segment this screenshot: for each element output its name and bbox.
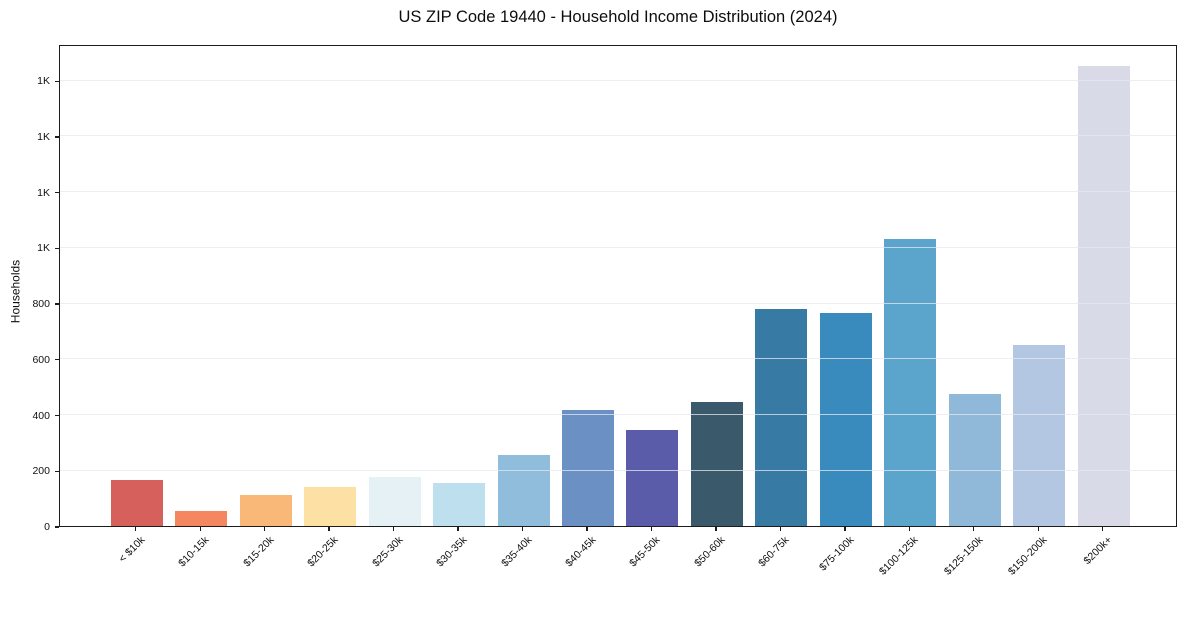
x-tick-mark bbox=[457, 527, 459, 531]
y-tick-mark bbox=[54, 303, 59, 305]
y-tick-label: 0 bbox=[44, 521, 50, 533]
x-tick-mark bbox=[715, 527, 717, 531]
x-tick-mark bbox=[1102, 527, 1104, 531]
y-tick-mark bbox=[54, 526, 59, 528]
x-tick-mark bbox=[135, 527, 137, 531]
bar-$30-35k bbox=[433, 482, 486, 526]
y-tick-label: 800 bbox=[32, 298, 50, 311]
y-tick-label: 200 bbox=[32, 465, 50, 478]
y-axis-label: Households bbox=[8, 259, 23, 324]
y-tick-mark bbox=[54, 247, 59, 250]
gridline bbox=[60, 191, 1176, 193]
x-tick-mark bbox=[779, 527, 782, 531]
gridline bbox=[60, 246, 1176, 248]
y-tick-mark bbox=[54, 136, 59, 138]
y-tick-mark bbox=[54, 414, 59, 417]
gridline bbox=[60, 79, 1176, 81]
bar-$35-40k bbox=[497, 455, 550, 526]
gridline bbox=[60, 358, 1176, 360]
gridline bbox=[60, 302, 1176, 304]
y-tick-label: 400 bbox=[32, 409, 50, 422]
y-tick-label: 1K bbox=[37, 242, 50, 255]
x-tick-mark bbox=[973, 527, 975, 531]
x-tick-mark bbox=[908, 527, 910, 531]
bar-$60-75k bbox=[755, 308, 808, 526]
gridline bbox=[60, 135, 1176, 137]
bar-$25-30k bbox=[368, 477, 421, 526]
x-tick-mark bbox=[521, 527, 524, 531]
x-tick-mark bbox=[650, 527, 653, 531]
bar-$20-25k bbox=[304, 487, 357, 526]
chart-title: US ZIP Code 19440 - Household Income Dis… bbox=[398, 8, 838, 26]
bar-$125-150k bbox=[948, 393, 1001, 526]
bar-chart-figure: US ZIP Code 19440 - Household Income Dis… bbox=[8, 8, 1177, 578]
x-tick-mark bbox=[199, 527, 201, 531]
bar-$50-60k bbox=[690, 402, 743, 526]
y-tick-label: 1K bbox=[37, 130, 50, 143]
bar-$15-20k bbox=[239, 495, 292, 526]
bar-$45-50k bbox=[626, 429, 679, 526]
x-tick-mark bbox=[844, 527, 846, 531]
bar-$40-45k bbox=[561, 410, 614, 526]
bar-$200k+ bbox=[1077, 66, 1130, 526]
y-tick-label: 600 bbox=[32, 353, 50, 366]
x-tick-mark bbox=[328, 527, 330, 531]
bar-$75-100k bbox=[819, 312, 872, 526]
bar-< $10k bbox=[110, 480, 163, 526]
y-tick-mark bbox=[54, 80, 59, 82]
x-tick-mark bbox=[263, 527, 266, 531]
y-tick-label: 1K bbox=[37, 186, 50, 199]
gridline bbox=[60, 469, 1176, 471]
x-tick-mark bbox=[1037, 527, 1039, 531]
bar-$150-200k bbox=[1013, 344, 1066, 526]
y-tick-label: 1K bbox=[37, 75, 50, 88]
x-tick-mark bbox=[586, 527, 588, 531]
bar-$100-125k bbox=[884, 239, 937, 526]
y-tick-mark bbox=[54, 470, 59, 472]
plot-area bbox=[59, 45, 1177, 527]
y-tick-mark bbox=[54, 192, 59, 194]
gridline bbox=[60, 414, 1176, 416]
x-tick-mark bbox=[392, 527, 395, 531]
bar-$10-15k bbox=[175, 510, 228, 526]
y-tick-mark bbox=[54, 359, 59, 361]
